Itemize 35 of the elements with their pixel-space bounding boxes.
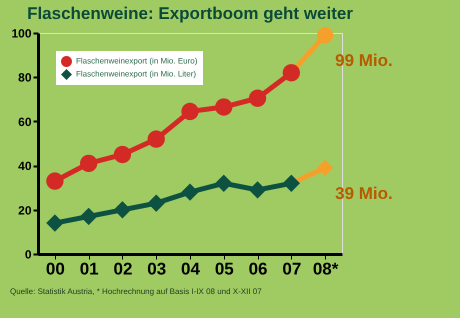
chart-title: Flaschenweine: Exportboom geht weiter <box>27 4 354 23</box>
point <box>46 172 64 190</box>
y-tick-label: 100 <box>11 26 32 40</box>
point <box>114 146 132 164</box>
y-tick-label: 20 <box>18 203 32 218</box>
x-tick-label: 03 <box>147 260 166 278</box>
y-tick-label: 80 <box>18 70 32 85</box>
x-tick-label: 05 <box>214 260 234 278</box>
point <box>46 214 64 232</box>
y-tick-label: 40 <box>18 159 32 174</box>
point <box>181 102 199 120</box>
point <box>148 194 165 212</box>
point <box>215 98 232 116</box>
point <box>148 130 165 148</box>
point <box>248 181 266 199</box>
point <box>114 201 132 218</box>
point <box>248 90 266 107</box>
x-tick-label: 01 <box>80 260 99 278</box>
point <box>181 183 199 201</box>
x-tick-label: 00 <box>46 260 65 278</box>
point <box>317 160 334 176</box>
point <box>317 27 334 44</box>
point <box>215 174 232 192</box>
legend-label: Flaschenweinexport (in Mio. Euro) <box>76 56 198 66</box>
point <box>80 208 98 226</box>
y-tick-label: 0 <box>24 248 32 262</box>
legend-label: Flaschenweinexport (in Mio. Liter) <box>76 70 196 78</box>
x-tick-label: 08* <box>312 260 339 278</box>
source-note: Quelle: Statistik Austria, * Hochrechnung auf Basis I-IX 08 und X-XII 07 <box>10 287 262 296</box>
x-tick-label: 07 <box>282 260 302 278</box>
x-tick-label: 06 <box>248 260 268 278</box>
x-tick-label: 02 <box>113 260 132 278</box>
point <box>80 154 98 172</box>
y-tick-label: 60 <box>18 114 32 129</box>
x-tick-label: 04 <box>181 260 200 278</box>
